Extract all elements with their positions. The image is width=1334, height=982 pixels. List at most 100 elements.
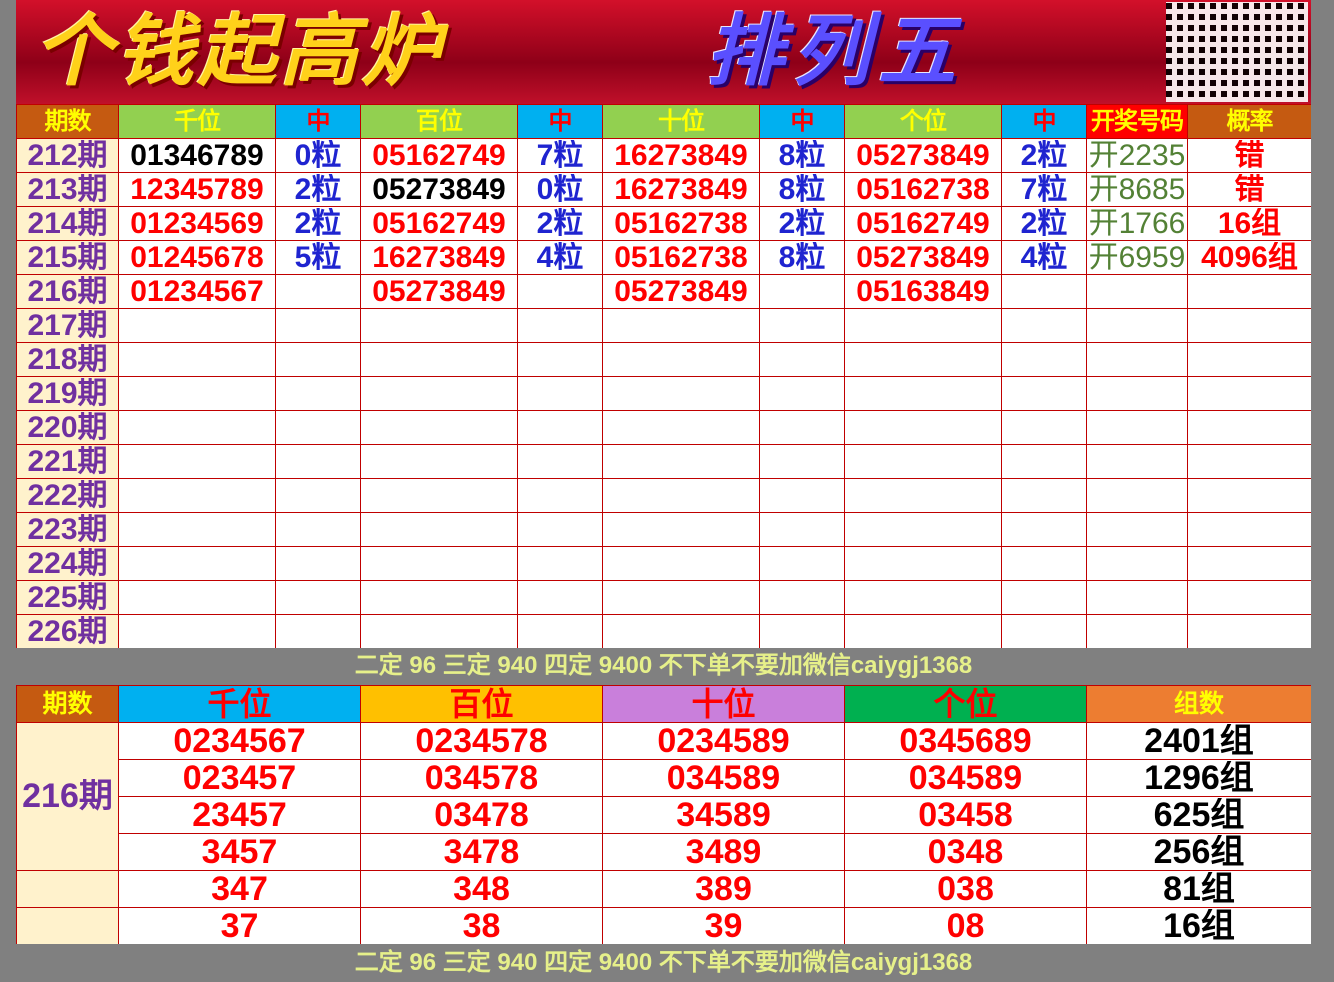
data-cell-text <box>120 378 275 410</box>
data-cell: 01346789 <box>118 138 276 173</box>
data-cell-text: 0234578 <box>415 723 548 759</box>
column-header: 百位 <box>360 104 518 139</box>
column-header-text: 千位 <box>207 686 272 722</box>
data-cell-text: 1296组 <box>1144 760 1254 796</box>
data-cell-text <box>362 412 517 444</box>
data-cell-text <box>1003 344 1086 376</box>
table-row: 212期 01346789 0粒 05162749 7粒 16273849 8粒 052738… <box>16 138 1311 173</box>
table-row: 023457 034578 034589 034589 1296组 <box>17 759 1311 797</box>
data-cell <box>844 512 1002 547</box>
period-cell: 214期 <box>16 206 119 241</box>
data-cell-text <box>362 344 517 376</box>
column-header: 中 <box>759 104 845 139</box>
data-cell <box>844 478 1002 513</box>
data-cell-text <box>1088 378 1187 410</box>
period-cell-text: 224期 <box>27 547 108 580</box>
group-table-wrap: 期数 千位 百位 十位 个位 组数 216期 0234567 0234578 0234589 034… <box>16 685 1311 944</box>
period-cell: 216期 <box>16 274 119 309</box>
data-cell <box>844 410 1002 445</box>
data-cell-text <box>1189 548 1311 580</box>
data-cell-text <box>846 446 1001 478</box>
data-cell: 05273849 <box>844 138 1002 173</box>
data-cell: 01245678 <box>118 240 276 275</box>
data-cell-text <box>519 582 602 614</box>
data-cell <box>1001 512 1087 547</box>
data-cell-text <box>1189 276 1311 308</box>
period-cell: 226期 <box>16 614 119 648</box>
data-cell-text <box>120 310 275 342</box>
data-cell: 03478 <box>360 796 603 834</box>
data-cell: 05163849 <box>844 274 1002 309</box>
period-cell: 220期 <box>16 410 119 445</box>
data-cell-text <box>604 514 759 546</box>
data-cell: 023457 <box>118 759 361 797</box>
data-cell-text <box>1189 310 1311 342</box>
period-cell-text: 213期 <box>27 173 108 206</box>
column-header-text: 十位 <box>658 107 705 135</box>
data-cell <box>1187 376 1311 411</box>
data-cell-text <box>604 446 759 478</box>
data-cell-text: 256组 <box>1153 834 1245 870</box>
data-cell-text <box>277 310 360 342</box>
data-cell <box>1187 580 1311 615</box>
data-cell: 开2235 <box>1086 138 1188 173</box>
data-cell-text <box>846 548 1001 580</box>
column-header-text: 个位 <box>933 686 998 722</box>
period-cell-text: 216期 <box>27 275 108 308</box>
note-banner-bottom: 二定 96 三定 940 四定 9400 不下单不要加微信caiygj1368 <box>354 949 973 976</box>
data-cell <box>517 274 603 309</box>
data-cell <box>759 478 845 513</box>
period-cell: 217期 <box>16 308 119 343</box>
data-cell <box>602 580 760 615</box>
data-cell <box>602 478 760 513</box>
banner-title-left: 个钱起高炉 <box>34 7 445 95</box>
column-header-text: 十位 <box>691 686 756 722</box>
data-cell <box>517 614 603 648</box>
column-header: 千位 <box>118 104 276 139</box>
data-cell <box>275 342 361 377</box>
data-cell-text: 05163849 <box>856 275 990 308</box>
data-cell: 23457 <box>118 796 361 834</box>
table-row: 214期 01234569 2粒 05162749 2粒 05162738 2粒 051627… <box>16 206 1311 241</box>
data-cell: 7粒 <box>1001 172 1087 207</box>
data-cell: 389 <box>602 870 845 908</box>
data-cell-text: 开6959 <box>1088 241 1186 274</box>
data-cell-text <box>1088 582 1187 614</box>
column-header: 中 <box>275 104 361 139</box>
prediction-table-wrap: 期数 千位 中 百位 中 十位 中 个位 中 开奖号码 概率 212期 01346789 0粒 051627… <box>16 104 1311 648</box>
data-cell-text <box>761 378 844 410</box>
period-cell-text: 226期 <box>27 615 108 648</box>
data-cell: 16组 <box>1187 206 1311 241</box>
data-cell <box>1086 410 1188 445</box>
data-cell: 5粒 <box>275 240 361 275</box>
data-cell-text: 2401组 <box>1144 723 1254 759</box>
column-header-text: 期数 <box>44 107 92 135</box>
prediction-table: 期数 千位 中 百位 中 十位 中 个位 中 开奖号码 概率 212期 01346789 0粒 051627… <box>16 104 1311 648</box>
data-cell-text <box>519 480 602 512</box>
data-cell-text <box>519 344 602 376</box>
column-header: 概率 <box>1187 104 1311 139</box>
data-cell-text <box>120 548 275 580</box>
data-cell-text <box>277 548 360 580</box>
column-header: 期数 <box>16 685 119 723</box>
data-cell-text: 37 <box>220 908 259 944</box>
data-cell-text <box>277 412 360 444</box>
period-cell-text: 219期 <box>27 377 108 410</box>
data-cell <box>1001 410 1087 445</box>
column-header-text: 期数 <box>42 689 93 718</box>
period-cell-empty <box>16 870 119 908</box>
data-cell-text: 034589 <box>908 760 1023 796</box>
data-cell-text: 05162749 <box>856 207 990 240</box>
data-cell <box>517 342 603 377</box>
data-cell: 1296组 <box>1086 759 1311 797</box>
data-cell: 2401组 <box>1086 722 1311 760</box>
column-header-text: 组数 <box>1173 689 1224 718</box>
data-cell-text <box>1189 378 1311 410</box>
data-cell-text <box>1003 378 1086 410</box>
data-cell-text <box>1088 412 1187 444</box>
data-cell: 05162738 <box>602 206 760 241</box>
data-cell-text <box>846 310 1001 342</box>
data-cell-text <box>761 446 844 478</box>
data-cell-text <box>1088 480 1187 512</box>
table-row: 216期 01234567 05273849 05273849 05163849 <box>16 274 1311 309</box>
